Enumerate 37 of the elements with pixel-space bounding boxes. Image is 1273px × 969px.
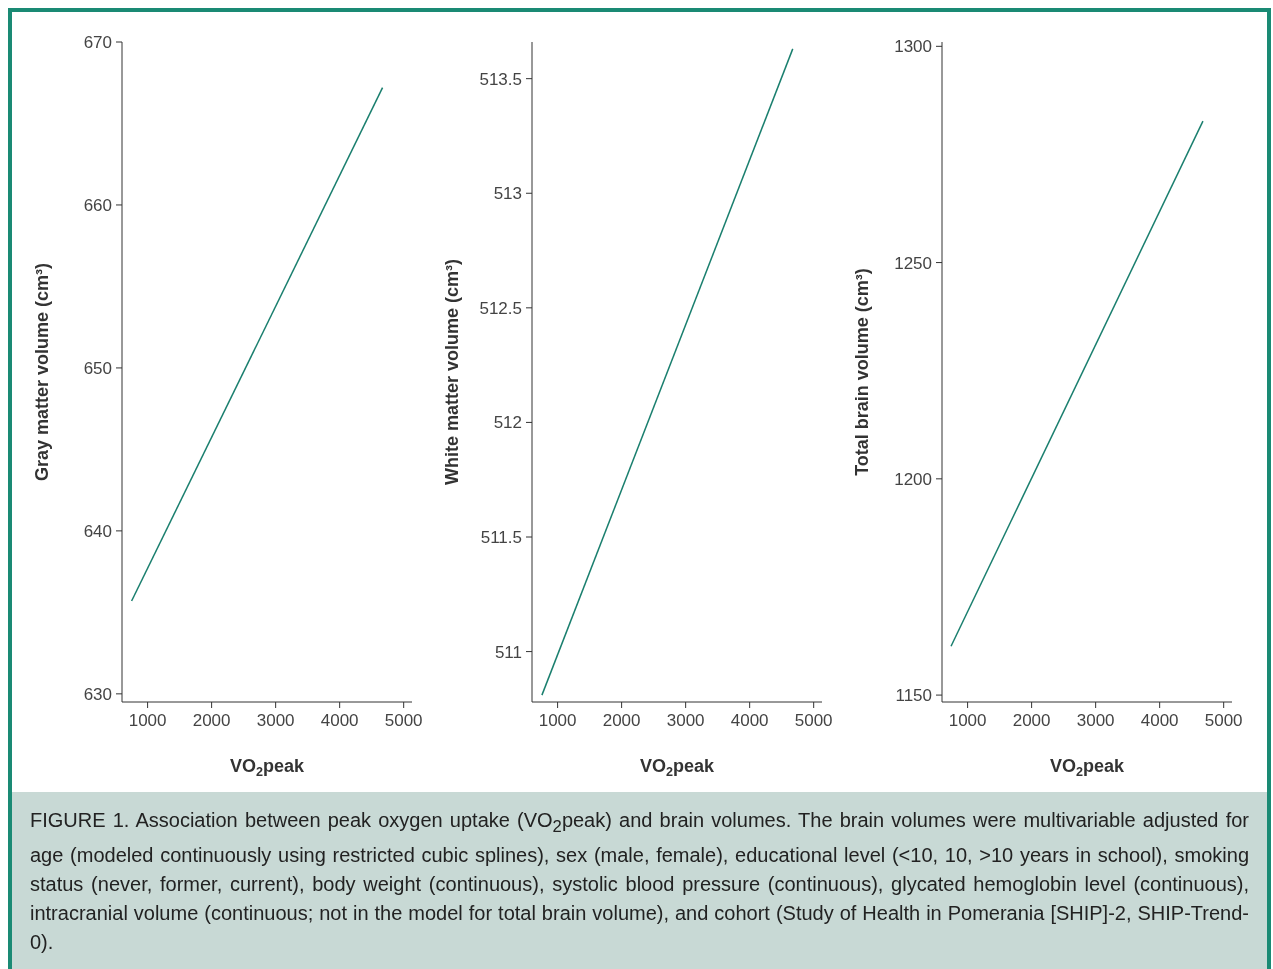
y-tick-label: 1250 <box>894 253 932 273</box>
y-tick-label: 511.5 <box>480 528 522 548</box>
x-axis-title: VO$_{2}$peak <box>639 756 716 779</box>
x-tick-label: 3000 <box>256 711 295 731</box>
y-axis-title: White matter volume (cm³) <box>442 258 462 486</box>
x-tick-label: 1000 <box>538 711 577 731</box>
x-tick-label: 5000 <box>384 711 423 731</box>
y-tick-label: 640 <box>83 521 112 541</box>
y-tick-label: 513.5 <box>479 69 522 89</box>
y-tick-label: 1300 <box>894 37 932 57</box>
y-tick-label: 513 <box>493 184 522 204</box>
y-axis-title: Total brain volume (cm³) <box>852 268 872 476</box>
x-axis-title: VO$_{2}$peak <box>229 756 306 779</box>
x-tick-label: 5000 <box>794 711 833 731</box>
y-tick-label: 650 <box>83 358 112 378</box>
x-tick-label: 5000 <box>1204 711 1243 731</box>
y-tick-label: 511 <box>494 642 522 662</box>
caption: FIGURE 1. Association between peak oxygen uptake (VO$_{2}$peak) and brain volumes. The brain volumes were multivariable adjusted for age (modeled continuously using restricted cubic splines), sex (male, female), educational level (<10, 10, >10 years in school), smoking status (never, former, current), body weight (continuous), systolic blood pressure (continuous), glycated hemoglobin level (continuous), intracranial volume (continuous; not in the model for total brain volume), and cohort (Study of Health in Pomerania [SHIP]-2, SHIP-Trend-0). <box>12 792 1267 969</box>
x-axis-title: VO$_{2}$peak <box>1049 756 1126 779</box>
x-tick-label: 3000 <box>1076 711 1115 731</box>
x-tick-label: 4000 <box>1140 711 1179 731</box>
y-tick-label: 1200 <box>894 469 932 489</box>
x-tick-label: 2000 <box>192 711 231 731</box>
x-tick-label: 4000 <box>730 711 769 731</box>
x-tick-label: 2000 <box>1012 711 1051 731</box>
y-tick-label: 670 <box>83 33 112 53</box>
y-tick-label: 512.5 <box>479 298 522 318</box>
y-tick-label: 660 <box>83 196 112 215</box>
x-tick-label: 2000 <box>602 711 641 731</box>
y-tick-label: 512 <box>493 413 522 433</box>
y-axis-title: Gray matter volume (cm³) <box>32 262 52 482</box>
x-tick-label: 1000 <box>948 711 987 731</box>
x-tick-label: 3000 <box>666 711 705 731</box>
x-tick-label: 4000 <box>320 711 359 731</box>
y-tick-label: 1150 <box>895 686 932 706</box>
y-tick-label: 630 <box>83 684 112 704</box>
x-tick-label: 1000 <box>128 711 167 731</box>
